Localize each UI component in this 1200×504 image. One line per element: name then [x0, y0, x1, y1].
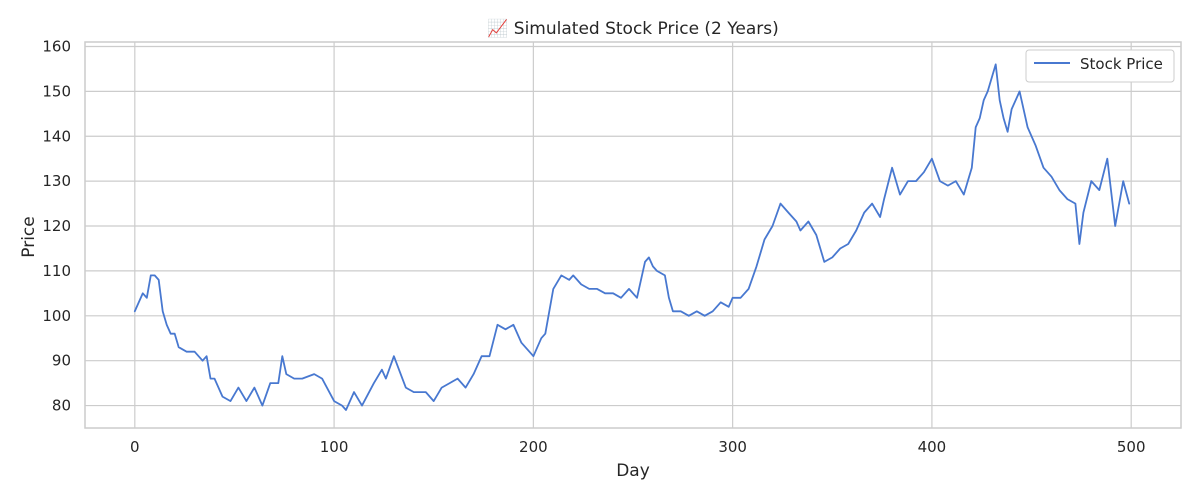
y-tick-label: 130: [42, 172, 71, 190]
series-line-stock-price: [133, 63, 1131, 411]
y-tick-label: 80: [52, 397, 71, 415]
chart-title: 📈 Simulated Stock Price (2 Years): [487, 18, 779, 39]
x-tick-label: 300: [718, 438, 747, 456]
y-tick-label: 100: [42, 307, 71, 325]
y-tick-label: 160: [42, 37, 71, 55]
tick-labels: 0 100 200 300 400 500 80 90 100 110 120 130 140 150 16…: [42, 37, 1145, 456]
x-tick-label: 100: [320, 438, 349, 456]
x-tick-label: 0: [130, 438, 140, 456]
y-tick-label: 140: [42, 127, 71, 145]
x-axis-title: Day: [616, 461, 650, 481]
y-tick-label: 120: [42, 217, 71, 235]
y-tick-label: 90: [52, 352, 71, 370]
legend: Stock Price: [1025, 49, 1175, 83]
legend-label-stock-price: Stock Price: [1080, 55, 1163, 73]
plot-frame: [84, 41, 1182, 429]
x-tick-label: 500: [1117, 438, 1146, 456]
x-tick-label: 200: [519, 438, 548, 456]
legend-box: [1025, 49, 1175, 83]
x-tick-label: 400: [918, 438, 947, 456]
y-tick-label: 110: [42, 262, 71, 280]
y-tick-label: 150: [42, 82, 71, 100]
series-layer: [133, 63, 1131, 411]
y-axis-title: Price: [19, 216, 39, 257]
axes-frame: [84, 41, 1182, 429]
